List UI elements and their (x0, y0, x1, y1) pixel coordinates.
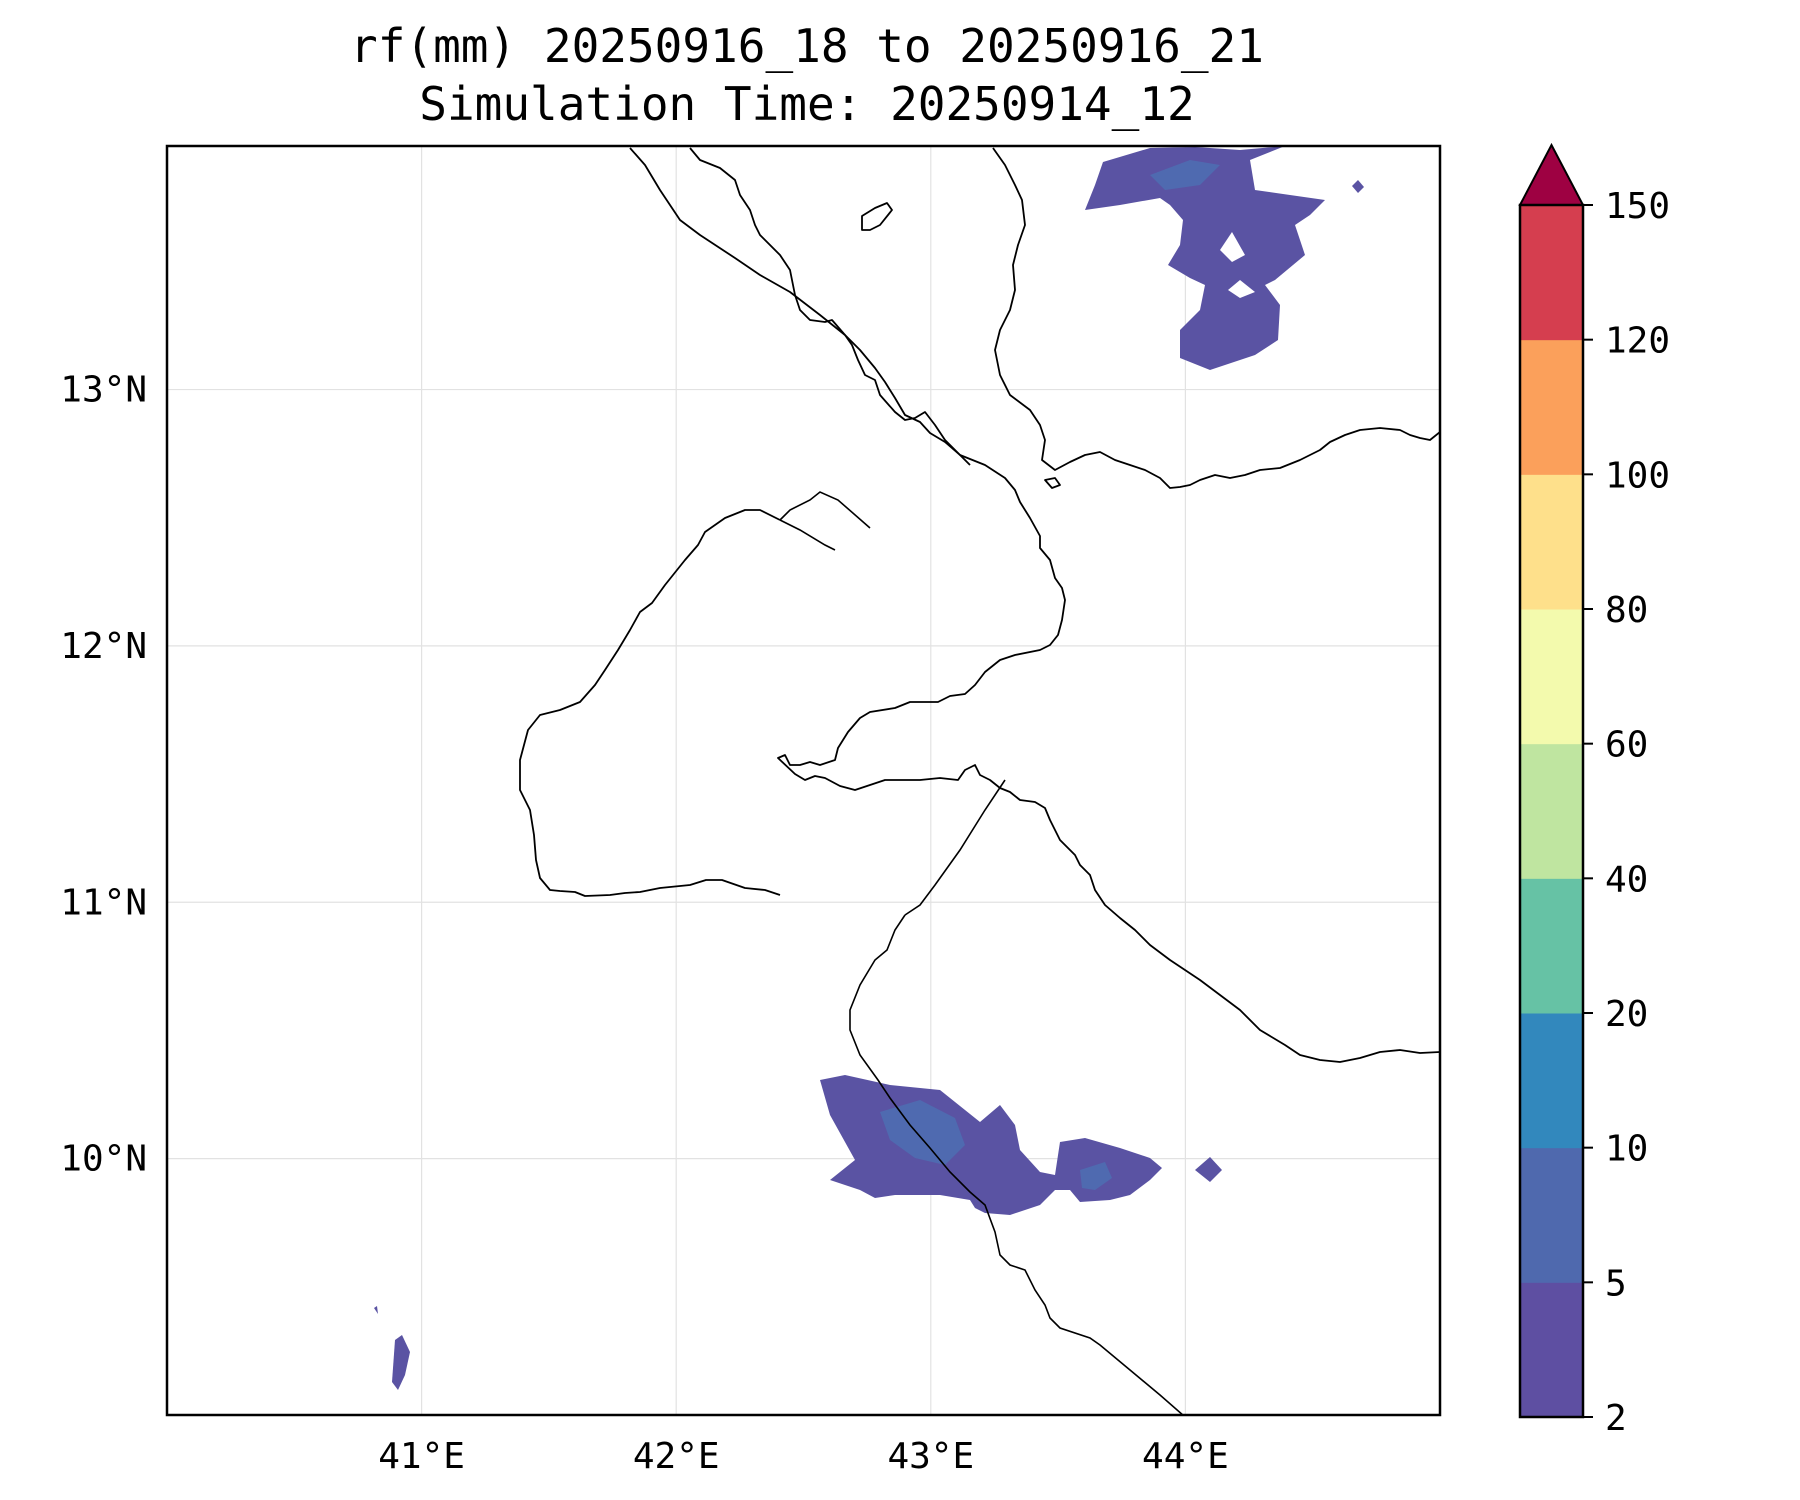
colorbar-segment (1520, 339, 1583, 475)
rain-area-southwest (392, 1335, 410, 1390)
rain-area-south-inner-2 (1080, 1162, 1112, 1190)
colorbar-label: 10 (1605, 1129, 1648, 1170)
colorbar-label: 40 (1605, 859, 1648, 900)
coastline-eritrea (689, 147, 971, 466)
colorbar-extend-max (1518, 142, 1585, 206)
lat-tick-label: 12°N (60, 626, 147, 667)
rainfall-areas (374, 146, 1364, 1390)
title-line-1: rf(mm) 20250916_18 to 20250916_21 (350, 19, 1264, 73)
rain-area-speck-ne (1352, 180, 1364, 193)
rain-area-south (820, 1075, 1162, 1215)
rain-area-northeast-inner (1150, 160, 1220, 190)
border-ethiopia-somaliland (849, 914, 1185, 1415)
rain-hole-1 (1220, 232, 1245, 262)
map-area (374, 146, 1440, 1415)
title-line-2: Simulation Time: 20250914_12 (419, 77, 1194, 131)
coastline-island-2 (1044, 477, 1061, 489)
colorbar-segment (1520, 1147, 1583, 1283)
rain-area-northeast (1085, 146, 1325, 370)
colorbar-segment (1520, 609, 1583, 745)
colorbar-label: 60 (1605, 725, 1648, 766)
lat-tick-label: 13°N (60, 370, 147, 411)
lat-tick-label: 11°N (60, 882, 147, 923)
colorbar: 2 5 10 20 40 60 80 100 120 150 (1518, 142, 1670, 1439)
lon-tick-label: 42°E (633, 1436, 720, 1477)
colorbar-label: 80 (1605, 590, 1648, 631)
colorbar-segment (1520, 743, 1583, 879)
colorbar-segment (1520, 474, 1583, 610)
colorbar-label: 100 (1605, 455, 1670, 496)
map-frame (165, 144, 1442, 1417)
coastline-arabia (992, 147, 1440, 489)
colorbar-label: 5 (1605, 1263, 1627, 1304)
border-djibouti-ethiopia (779, 519, 836, 551)
coastline-africa (629, 147, 1440, 1063)
colorbar-frame (1518, 203, 1585, 1419)
axis-labels: 41°E 42°E 43°E 44°E 10°N 11°N 12°N 13°N (60, 370, 1228, 1477)
lon-tick-label: 41°E (378, 1436, 465, 1477)
lon-tick-label: 43°E (887, 1436, 974, 1477)
colorbar-segment (1520, 1013, 1583, 1149)
colorbar-segment (1520, 878, 1583, 1014)
rain-hole-2 (1228, 280, 1255, 298)
colorbar-segment (1520, 1282, 1583, 1418)
coastline-island-1 (861, 202, 893, 231)
lat-tick-label: 10°N (60, 1139, 147, 1180)
colorbar-segment (1520, 205, 1583, 341)
rain-area-southwest-speck (374, 1306, 378, 1314)
colorbar-label: 150 (1605, 186, 1670, 227)
border-eritrea-ethiopia (779, 491, 871, 529)
colorbar-label: 120 (1605, 321, 1670, 362)
coastline-djibouti-inner (519, 509, 781, 897)
border-djibouti-somaliland (904, 779, 1006, 916)
rain-area-south-inner (880, 1100, 965, 1165)
borders (779, 491, 1185, 1415)
coastlines (519, 147, 1440, 1063)
rain-area-speck-south (1195, 1157, 1222, 1182)
lon-tick-label: 44°E (1142, 1436, 1229, 1477)
colorbar-label: 2 (1605, 1398, 1627, 1439)
colorbar-label: 20 (1605, 994, 1648, 1035)
